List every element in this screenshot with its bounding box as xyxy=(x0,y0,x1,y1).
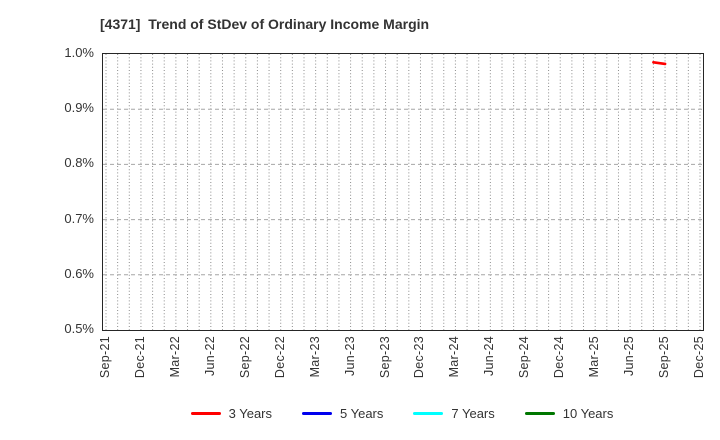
legend-line-swatch xyxy=(413,412,444,415)
x-axis-tick-label: Jun-24 xyxy=(482,336,497,377)
legend-label: 10 Years xyxy=(562,406,614,421)
x-axis-tick-label: Jun-25 xyxy=(622,336,637,377)
legend-line-swatch xyxy=(524,412,555,415)
x-axis-tick-label: Dec-22 xyxy=(272,336,287,379)
y-axis-tick-label: 0.6% xyxy=(64,265,94,281)
x-axis-tick-label: Sep-22 xyxy=(237,336,252,379)
legend-line-swatch xyxy=(302,412,332,415)
x-axis-tick-label: Jun-22 xyxy=(202,336,217,377)
legend-label: 7 Years xyxy=(451,406,495,421)
plot-canvas xyxy=(103,54,703,330)
x-axis-tick-label: Sep-23 xyxy=(377,336,392,379)
x-axis-tick-label: Mar-23 xyxy=(307,336,322,378)
y-axis-tick-label: 0.5% xyxy=(64,321,94,336)
legend-label: 5 Years xyxy=(340,406,384,421)
y-axis-tick-label: 0.7% xyxy=(64,210,94,226)
legend-item-10-years: 10 Years xyxy=(524,406,614,421)
chart-title: [4371] Trend of StDev of Ordinary Income… xyxy=(100,16,430,32)
x-axis-tick-label: Dec-24 xyxy=(552,336,567,379)
x-axis-tick-label: Mar-24 xyxy=(447,336,462,378)
x-axis-tick-label: Dec-25 xyxy=(692,336,706,379)
x-axis-tick-label: Sep-24 xyxy=(517,336,532,379)
y-axis-tick-label: 0.8% xyxy=(64,155,94,171)
x-axis-tick-label: Mar-22 xyxy=(167,336,182,378)
x-axis-tick-label: Dec-23 xyxy=(412,336,427,379)
plot-area xyxy=(102,53,704,331)
x-axis-tick-label: Sep-25 xyxy=(657,336,672,379)
y-axis-tick-label: 0.9% xyxy=(64,100,94,116)
x-axis-tick-label: Mar-25 xyxy=(587,336,602,378)
legend-item-5-years: 5 Years xyxy=(302,406,383,421)
legend-label: 3 Years xyxy=(228,406,272,421)
x-axis-tick-label: Jun-23 xyxy=(342,336,357,377)
x-axis-tick-label: Dec-21 xyxy=(132,336,147,379)
legend-item-3-years: 3 Years xyxy=(190,406,272,421)
legend-item-7-years: 7 Years xyxy=(413,406,495,421)
legend-line-swatch xyxy=(190,412,221,415)
y-axis-tick-label: 1.0% xyxy=(64,45,94,60)
x-axis-tick-label: Sep-21 xyxy=(98,336,112,379)
legend: 3 Years 5 Years 7 Years 10 Years xyxy=(102,406,702,421)
